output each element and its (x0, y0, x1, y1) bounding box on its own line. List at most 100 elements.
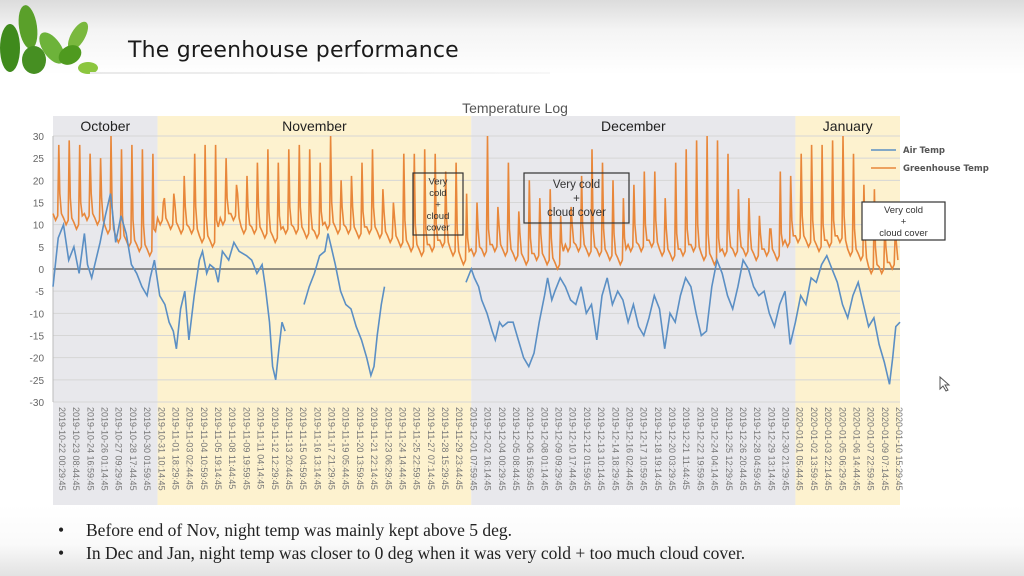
series-line-greenhouse-temp (52, 135, 899, 276)
x-tick-label: 2019-11-23 06:29:45 (383, 407, 393, 490)
x-tick-label: 2019-12-29 13:14:45 (766, 407, 776, 491)
x-tick-label: 2019-11-01 18:29:45 (170, 407, 180, 490)
x-tick-label: 2019-12-08 01:14:45 (539, 407, 549, 491)
annotation-box (412, 172, 464, 236)
y-tick-label: 30 (33, 132, 45, 143)
series-line-air-temp (303, 233, 386, 379)
x-tick-label: 2019-11-27 07:14:45 (426, 407, 436, 490)
x-tick-label: 2019-12-09 09:29:45 (554, 407, 564, 491)
mouse-cursor-icon (939, 375, 951, 392)
x-tick-label: 2020-01-01 05:44:45 (795, 407, 805, 491)
month-label: October (80, 118, 130, 134)
x-tick-label: 2019-10-22 00:29:45 (57, 407, 67, 491)
x-tick-label: 2019-11-20 13:59:45 (355, 407, 365, 490)
temperature-chart: October November December January Temperatu… (30, 100, 989, 510)
x-tick-label: 2019-11-04 10:59:45 (199, 407, 209, 490)
footer-band (0, 505, 1024, 576)
month-label: January (823, 118, 873, 134)
x-tick-label: 2019-11-24 14:44:45 (397, 407, 407, 490)
legend-label: Air Temp (903, 146, 945, 156)
x-tick-label: 2019-11-16 13:14:45 (312, 407, 322, 490)
x-tick-label: 2019-11-17 21:29:45 (327, 407, 337, 490)
x-tick-label: 2020-01-03 22:14:45 (823, 407, 833, 491)
bullet-glyph: • (58, 520, 65, 540)
legend-label: Greenhouse Temp (903, 164, 989, 174)
month-label: December (601, 118, 666, 134)
x-tick-label: 2019-10-30 01:59:45 (142, 407, 152, 491)
x-tick-label: 2019-10-27 09:29:45 (114, 407, 124, 491)
x-tick-label: 2019-12-20 03:29:45 (667, 407, 677, 491)
legend: Air Temp Greenhouse Temp (871, 146, 989, 174)
annotation-text: Very cold (884, 205, 923, 216)
x-tick-label: 2020-01-02 13:59:45 (809, 407, 819, 491)
page-title: The greenhouse performance (128, 38, 459, 63)
x-tick-label: 2019-12-17 10:59:45 (639, 407, 649, 491)
x-tick-label: 2019-12-21 11:44:45 (681, 407, 691, 490)
y-tick-label: -5 (35, 287, 44, 298)
x-tick-label: 2019-12-04 00:29:45 (497, 407, 507, 491)
annotation-text: cloud (427, 211, 450, 222)
x-tick-label: 2019-11-29 23:44:45 (454, 407, 464, 490)
x-tick-label: 2020-01-07 22:59:45 (866, 407, 876, 491)
annotation-text: Very (428, 176, 447, 187)
y-tick-label: 5 (38, 243, 44, 254)
x-tick-label: 2019-12-26 20:44:45 (738, 407, 748, 491)
annotation-text: + (901, 216, 907, 227)
series-line-air-temp (52, 193, 286, 380)
x-axis-ticks: 2019-10-22 00:29:45 2019-10-23 08:44:45 20… (57, 407, 904, 491)
slide-header: The greenhouse performance (0, 0, 1024, 75)
series-lines (52, 135, 901, 385)
x-tick-label: 2019-12-10 17:44:45 (568, 407, 578, 491)
annotation-text: + (435, 199, 441, 210)
leaf-decoration-icon (0, 5, 98, 74)
x-tick-label: 2019-10-31 10:14:45 (156, 407, 166, 491)
annotation-text: cloud cover (547, 207, 606, 219)
x-tick-label: 2019-12-02 16:14:45 (483, 407, 493, 491)
x-tick-label: 2019-12-01 07:59:45 (468, 407, 478, 491)
x-tick-label: 2019-11-15 04:59:45 (298, 407, 308, 490)
annotation-text: Very cold (553, 179, 600, 191)
y-tick-label: -15 (30, 332, 45, 343)
y-tick-label: -20 (30, 354, 45, 365)
header-divider (90, 72, 550, 74)
x-tick-label: 2019-11-03 02:44:45 (185, 407, 195, 490)
x-tick-label: 2019-12-14 18:29:45 (610, 407, 620, 491)
x-tick-label: 2019-10-23 08:44:45 (71, 407, 81, 491)
x-tick-label: 2020-01-09 07:14:45 (880, 407, 890, 491)
series-line-air-temp (465, 253, 901, 385)
bullet-1: • Before end of Nov, night temp was mainl… (58, 520, 512, 541)
x-tick-label: 2019-10-24 16:59:45 (85, 407, 95, 491)
y-tick-label: -10 (30, 309, 45, 320)
bullet-2: • In Dec and Jan, night temp was closer t… (58, 543, 745, 564)
annotation-text: cold (429, 188, 446, 199)
x-tick-label: 2019-11-09 19:59:45 (241, 407, 251, 490)
x-tick-label: 2019-12-28 04:59:45 (752, 407, 762, 491)
x-tick-label: 2019-11-25 22:59:45 (412, 407, 422, 490)
y-tick-label: 25 (33, 154, 45, 165)
annotation-text: + (573, 193, 580, 205)
annotation-text: cover (426, 222, 449, 233)
x-tick-label: 2019-11-08 11:44:45 (227, 407, 237, 489)
y-tick-label: 15 (33, 199, 45, 210)
x-tick-label: 2019-11-21 22:14:45 (369, 407, 379, 490)
x-tick-label: 2019-12-05 08:44:45 (511, 407, 521, 491)
y-tick-label: 20 (33, 176, 45, 187)
x-tick-label: 2019-11-28 15:29:45 (440, 407, 450, 490)
annotation-text: cloud cover (879, 228, 928, 239)
annotation-box (523, 172, 630, 224)
x-tick-label: 2019-12-12 01:59:45 (582, 407, 592, 491)
month-label: November (282, 118, 347, 134)
y-tick-label: 0 (38, 265, 44, 276)
x-tick-label: 2019-11-05 19:14:45 (213, 407, 223, 490)
bullet-text: In Dec and Jan, night temp was closer to… (86, 543, 746, 563)
y-tick-label: -25 (30, 376, 45, 387)
x-tick-label: 2019-11-13 20:44:45 (284, 407, 294, 490)
x-tick-label: 2019-10-26 01:14:45 (100, 407, 110, 491)
x-tick-label: 2019-11-19 05:44:45 (341, 407, 351, 490)
bullet-glyph: • (58, 543, 65, 563)
x-tick-label: 2019-11-11 04:14:45 (256, 407, 266, 489)
x-tick-label: 2019-12-24 04:14:45 (710, 407, 720, 491)
x-tick-label: 2020-01-05 06:29:45 (837, 407, 847, 491)
chart-title: Temperature Log (462, 100, 568, 116)
annotation-box (861, 201, 946, 241)
